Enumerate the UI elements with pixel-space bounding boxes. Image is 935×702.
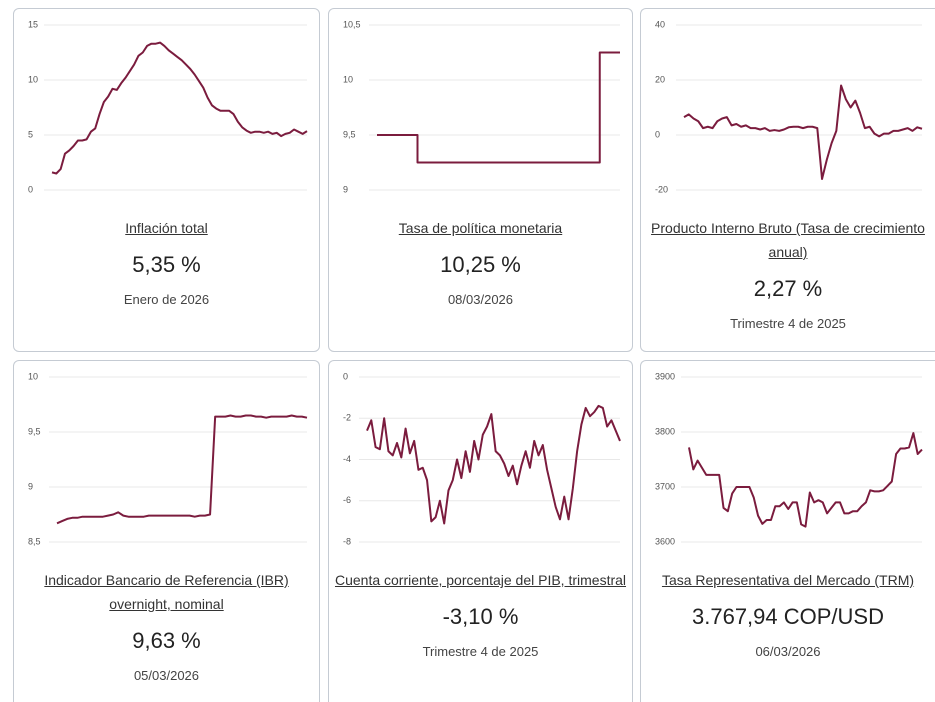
y-tick-label: -8: [343, 536, 351, 546]
y-tick-label: 3900: [655, 371, 675, 381]
indicator-date: 06/03/2026: [755, 644, 821, 659]
data-line: [51, 41, 308, 175]
data-line: [377, 51, 620, 164]
y-tick-label: 8,5: [28, 536, 41, 546]
indicator-card: 8,5 9 9,5 10 Indicador Bancario de Referenci…: [13, 360, 320, 702]
mini-chart: 0 5 10 15: [28, 19, 308, 194]
indicator-value: 9,63 %: [132, 628, 201, 653]
indicator-card: 0 5 10 15 Inflación total 5,35 % Enero de 2026: [13, 8, 320, 352]
y-tick-label: -4: [343, 454, 351, 464]
indicator-value: 2,27 %: [753, 276, 823, 301]
indicator-value: -3,10 %: [442, 604, 519, 629]
y-tick-label: 20: [655, 74, 665, 84]
y-tick-label: 9: [343, 184, 348, 194]
y-tick-label: 0: [28, 184, 33, 194]
card-text: Tasa Representativa del Mercado (TRM) 3.7…: [641, 568, 935, 662]
data-line: [366, 404, 621, 525]
indicator-date: Trimestre 4 de 2025: [730, 316, 846, 331]
y-tick-label: 3700: [655, 481, 675, 491]
y-tick-label: 9,5: [28, 426, 41, 436]
card-text: Tasa de política monetaria 10,25 % 08/03/2…: [329, 216, 632, 310]
y-tick-label: 0: [655, 129, 660, 139]
indicator-date: 08/03/2026: [447, 292, 514, 307]
indicator-value: 10,25 %: [440, 252, 521, 277]
indicator-title[interactable]: Tasa Representativa del Mercado (TRM): [661, 572, 915, 588]
indicator-date: 05/03/2026: [133, 668, 200, 683]
y-tick-label: 0: [343, 371, 348, 381]
card-text: Cuenta corriente, porcentaje del PIB, tr…: [329, 568, 632, 662]
y-tick-label: 10: [28, 371, 38, 381]
y-tick-label: -6: [343, 495, 351, 505]
indicator-card: -8 -6 -4 -2 0 Cuenta corriente, porcentaje de…: [328, 360, 633, 702]
mini-chart: -20 0 20 40: [655, 19, 923, 194]
mini-chart: -8 -6 -4 -2 0: [343, 371, 621, 546]
y-tick-label: -20: [655, 184, 668, 194]
indicator-title[interactable]: Inflación total: [125, 220, 208, 236]
y-tick-label: 3800: [655, 426, 675, 436]
y-tick-label: -2: [343, 413, 351, 423]
y-tick-label: 10,5: [343, 19, 361, 29]
y-tick-label: 9,5: [343, 129, 356, 139]
indicator-card: -20 0 20 40 Producto Interno Bruto (Tasa de …: [640, 8, 935, 352]
y-tick-label: 40: [655, 19, 665, 29]
mini-chart: 3600 3700 3800 3900: [655, 371, 923, 546]
indicator-title[interactable]: Indicador Bancario de Referencia (IBR) o…: [44, 572, 289, 612]
mini-chart: 9 9,5 10 10,5: [343, 19, 620, 194]
y-tick-label: 10: [343, 74, 353, 84]
indicator-title[interactable]: Tasa de política monetaria: [398, 220, 563, 236]
card-text: Inflación total 5,35 % Enero de 2026: [14, 216, 319, 310]
indicator-title[interactable]: Producto Interno Bruto (Tasa de crecimie…: [651, 220, 925, 260]
card-text: Indicador Bancario de Referencia (IBR) o…: [14, 568, 319, 686]
indicator-date: Trimestre 4 de 2025: [422, 644, 539, 659]
mini-chart: 8,5 9 9,5 10: [28, 371, 308, 546]
indicator-value: 5,35 %: [132, 252, 201, 277]
indicator-title[interactable]: Cuenta corriente, porcentaje del PIB, tr…: [334, 572, 627, 588]
indicator-card: 3600 3700 3800 3900 Tasa Representativa del …: [640, 360, 935, 702]
indicator-card: 9 9,5 10 10,5 Tasa de política monetaria 10,2…: [328, 8, 633, 352]
y-tick-label: 15: [28, 19, 38, 29]
indicator-date: Enero de 2026: [123, 292, 210, 307]
y-tick-label: 3600: [655, 536, 675, 546]
indicator-value: 3.767,94 COP/USD: [692, 604, 884, 629]
y-tick-label: 9: [28, 481, 33, 491]
data-line: [683, 84, 923, 180]
data-line: [56, 414, 308, 525]
y-tick-label: 5: [28, 129, 33, 139]
data-line: [688, 432, 923, 528]
card-text: Producto Interno Bruto (Tasa de crecimie…: [641, 216, 935, 334]
y-tick-label: 10: [28, 74, 38, 84]
